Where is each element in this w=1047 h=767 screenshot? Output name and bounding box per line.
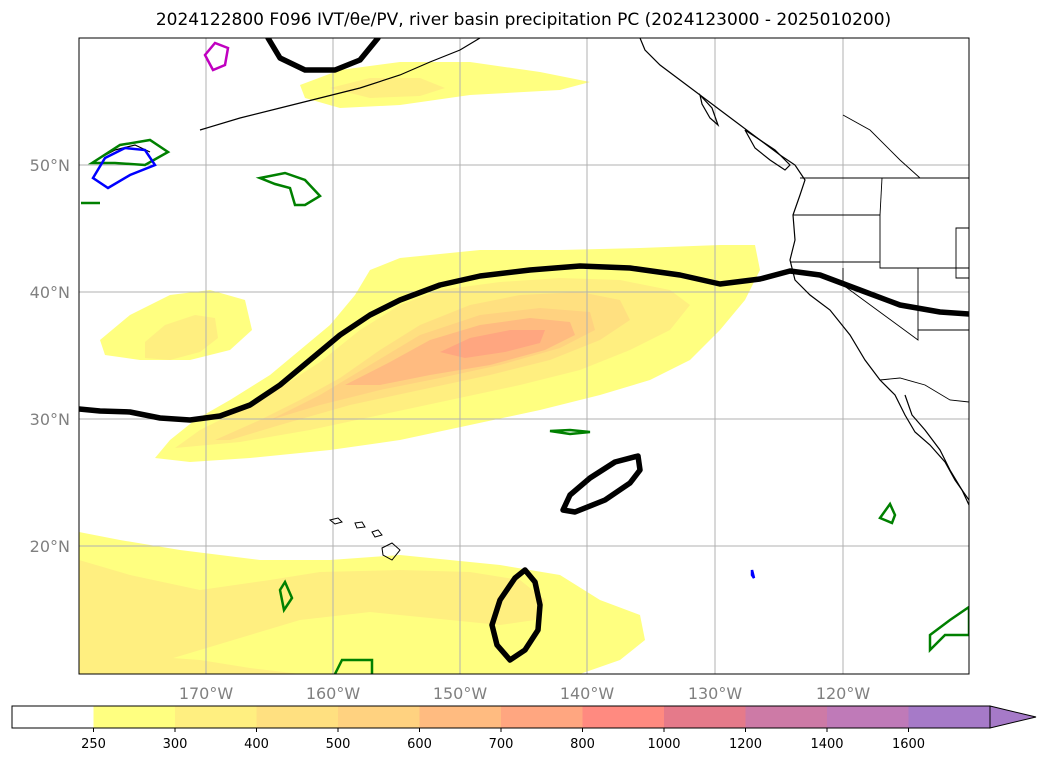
ivt-shading xyxy=(79,62,760,674)
colorbar-swatch xyxy=(338,706,420,728)
ivt-contour-700 xyxy=(440,330,545,358)
colorbar-tick-label: 1000 xyxy=(647,737,680,752)
colorbar-swatch xyxy=(12,706,94,728)
main-black-contour xyxy=(79,263,969,423)
green-contour-6 xyxy=(278,579,294,614)
blue-contour-2 xyxy=(750,569,756,579)
map-frame xyxy=(78,37,970,675)
lon-label-150w: 150°W xyxy=(433,684,488,703)
vancouver-island xyxy=(744,129,791,171)
colorbar-swatch xyxy=(419,706,502,728)
colorbar-tick-label: 1400 xyxy=(810,737,843,752)
colorbar-tick-label: 1600 xyxy=(892,737,925,752)
colorbar-swatch xyxy=(582,706,665,728)
green-contour-4 xyxy=(878,501,897,525)
green-contour-1 xyxy=(87,138,171,167)
graticule xyxy=(79,38,969,674)
coastlines xyxy=(99,38,969,506)
green-contour-2 xyxy=(255,171,322,207)
lat-labels: 50°N 40°N 30°N 20°N xyxy=(30,156,70,556)
colorbar-swatch xyxy=(745,706,828,728)
colorbar-tick-label: 1200 xyxy=(729,737,762,752)
lon-label-140w: 140°W xyxy=(560,684,615,703)
colorbar-tick-label: 700 xyxy=(489,737,514,752)
colorbar-swatch xyxy=(664,706,746,728)
top-black-contour xyxy=(265,38,381,73)
lon-label-120w: 120°W xyxy=(816,684,871,703)
colorbar-swatch xyxy=(501,706,583,728)
lat-label-40: 40°N xyxy=(30,283,70,302)
ivt-contour-300e xyxy=(79,650,300,674)
ivt-contour-300b xyxy=(145,315,218,360)
colorbar-extend-arrow xyxy=(989,705,1037,729)
colorbar-swatch xyxy=(175,706,257,728)
page-title: 2024122800 F096 IVT/θe/PV, river basin p… xyxy=(0,10,1047,30)
colorbar-tick-label: 800 xyxy=(570,737,595,752)
colorbar-swatch xyxy=(256,706,339,728)
ivt-contour-300c xyxy=(330,78,445,98)
green-contour-7 xyxy=(333,658,374,674)
baja-coast xyxy=(904,394,969,506)
colorbar-swatch xyxy=(93,706,176,728)
title-text: 2024122800 F096 IVT/θe/PV, river basin p… xyxy=(155,10,892,30)
colorbar-tick-label: 250 xyxy=(81,737,106,752)
blue-contour-1 xyxy=(91,146,157,190)
lat-label-20: 20°N xyxy=(30,537,70,556)
pv-contours xyxy=(81,41,969,674)
green-contour-5 xyxy=(928,605,969,654)
lon-label-160w: 160°W xyxy=(306,684,361,703)
lat-label-50: 50°N xyxy=(30,156,70,175)
colorbar-swatch xyxy=(827,706,909,728)
colorbar-tick-label: 500 xyxy=(326,737,351,752)
north-america-coast xyxy=(639,38,969,501)
lat-label-30: 30°N xyxy=(30,410,70,429)
colorbar-swatch xyxy=(908,706,991,728)
lon-labels: 170°W 160°W 150°W 140°W 130°W 120°W xyxy=(179,684,871,703)
colorbar-tick-label: 400 xyxy=(244,737,269,752)
closed-contour-1 xyxy=(560,453,643,515)
lon-label-170w: 170°W xyxy=(179,684,234,703)
lon-label-130w: 130°W xyxy=(688,684,743,703)
ivt-contour-300d xyxy=(79,560,545,674)
colorbar-tick-label: 600 xyxy=(407,737,432,752)
alaska-coast xyxy=(199,38,481,131)
hawaii-islands xyxy=(328,517,401,561)
ivt-black-contours xyxy=(79,38,969,663)
colorbar-tick-label: 300 xyxy=(163,737,188,752)
haida-gwaii xyxy=(698,92,720,127)
closed-contour-2 xyxy=(489,567,543,663)
colorbar: 250 300 400 500 600 700 800 1000 1200 1400 1600 xyxy=(11,705,1037,752)
magenta-contour xyxy=(203,41,230,72)
state-borders xyxy=(790,114,969,403)
green-contour-3 xyxy=(549,428,591,436)
